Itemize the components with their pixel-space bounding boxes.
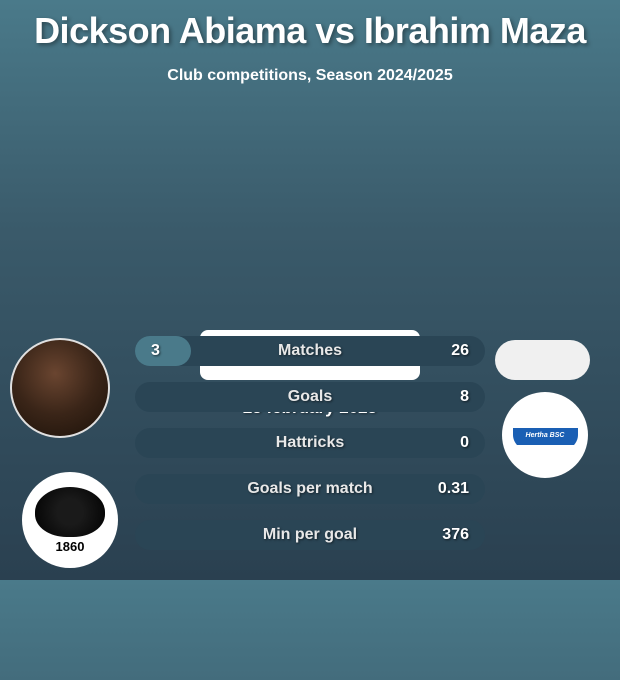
stat-label: Matches	[278, 342, 342, 360]
stat-right-value: 26	[451, 342, 469, 360]
stat-label: Goals	[288, 388, 332, 406]
club-left-logo-icon	[35, 487, 105, 537]
stat-label: Hattricks	[276, 434, 344, 452]
stat-right-value: 8	[460, 388, 469, 406]
player-right-avatar	[495, 340, 590, 380]
page-subtitle: Club competitions, Season 2024/2025	[0, 67, 620, 85]
club-right-logo-icon: Hertha BSC	[513, 414, 578, 456]
stat-fill	[135, 336, 191, 366]
stat-row-goals: Goals 8	[135, 382, 485, 412]
stat-row-hattricks: Hattricks 0	[135, 428, 485, 458]
club-left-year: 1860	[56, 539, 85, 554]
club-left-badge: 1860	[22, 472, 118, 568]
stat-left-value: 3	[151, 342, 160, 360]
stat-right-value: 0	[460, 434, 469, 452]
club-right-badge: Hertha BSC	[502, 392, 588, 478]
stat-right-value: 376	[442, 526, 469, 544]
club-right-label: Hertha BSC	[526, 432, 565, 439]
stat-row-min-per-goal: Min per goal 376	[135, 520, 485, 550]
stat-row-matches: 3 Matches 26	[135, 336, 485, 366]
page-title: Dickson Abiama vs Ibrahim Maza	[0, 0, 620, 52]
player-left-avatar	[10, 338, 110, 438]
content-area: 1860 Hertha BSC 3 Matches 26 Goals 8 Hat…	[0, 330, 620, 680]
stats-bars: 3 Matches 26 Goals 8 Hattricks 0 Goals p…	[135, 336, 485, 566]
stat-right-value: 0.31	[438, 480, 469, 498]
stat-row-goals-per-match: Goals per match 0.31	[135, 474, 485, 504]
stat-label: Min per goal	[263, 526, 357, 544]
stat-label: Goals per match	[247, 480, 372, 498]
